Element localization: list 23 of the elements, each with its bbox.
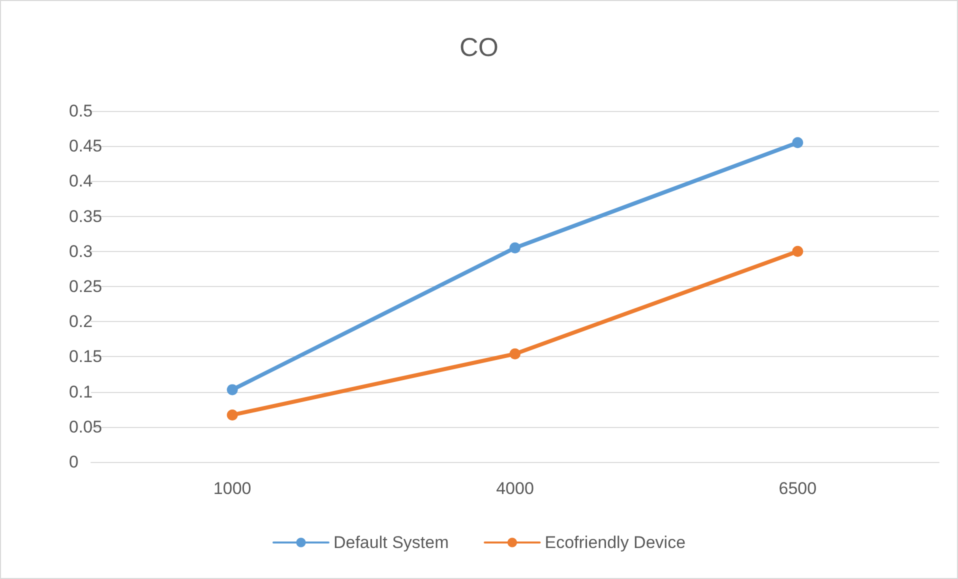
x-tick-label: 4000: [496, 479, 534, 498]
point: [792, 137, 804, 148]
legend-label: Default System: [333, 533, 449, 552]
point: [510, 242, 520, 254]
y-tick-label: 0.4: [69, 172, 93, 191]
x-tick-label: 1000: [213, 479, 252, 498]
point: [226, 409, 238, 420]
y-tick-label: 0.25: [69, 277, 102, 296]
y-tick-label: 0.45: [69, 136, 102, 156]
y-tick-label: 0.2: [69, 312, 93, 332]
legend-label: Ecofriendly Device: [544, 533, 686, 552]
y-tick-label: 0.5: [69, 102, 93, 120]
chart-title: CO: [460, 32, 498, 62]
y-tick-label: 0.15: [69, 347, 102, 366]
y-tick-label: 0: [69, 452, 78, 472]
point: [226, 384, 238, 396]
point: [792, 246, 804, 257]
x-tick-label: 6500: [778, 479, 817, 498]
y-tick-label: 0.3: [69, 242, 93, 261]
y-tick-label: 0.1: [69, 382, 93, 402]
y-tick-label: 0.35: [69, 206, 102, 226]
y-tick-label: 0.05: [69, 417, 102, 436]
point: [510, 348, 520, 360]
